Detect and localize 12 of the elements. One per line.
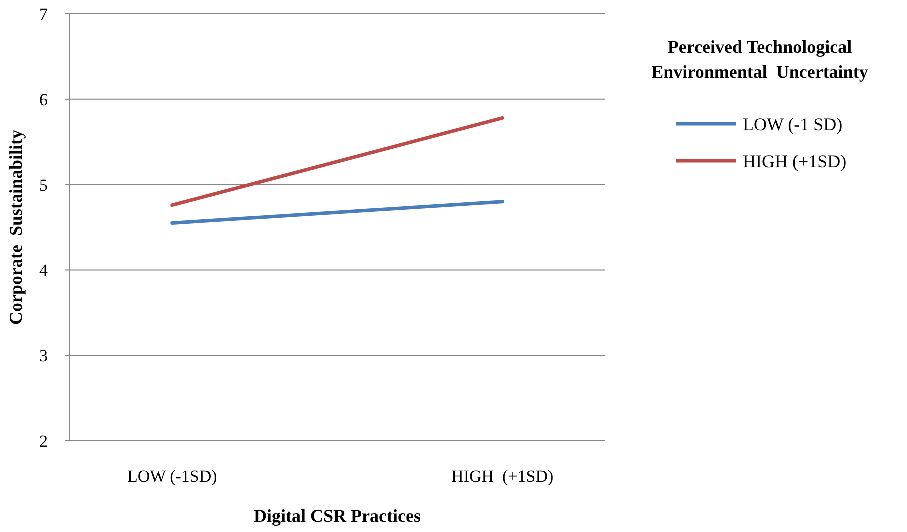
legend-label: HIGH (+1SD) bbox=[743, 151, 847, 172]
legend-label: LOW (-1 SD) bbox=[743, 114, 843, 134]
y-tick-label: 4 bbox=[40, 261, 48, 280]
y-tick-label: 6 bbox=[40, 90, 48, 110]
x-tick-label: LOW (-1SD) bbox=[127, 467, 218, 486]
y-tick-label: 3 bbox=[40, 346, 48, 366]
y-tick-label: 7 bbox=[40, 4, 48, 24]
x-axis-title: Digital CSR Practices bbox=[254, 506, 421, 526]
y-tick-label: 5 bbox=[40, 176, 48, 195]
y-axis-title: Corporate Sustainability bbox=[6, 130, 26, 326]
y-tick-label: 2 bbox=[40, 432, 48, 451]
legend-title: Perceived Technological Environmental Uncertainty bbox=[652, 37, 868, 82]
